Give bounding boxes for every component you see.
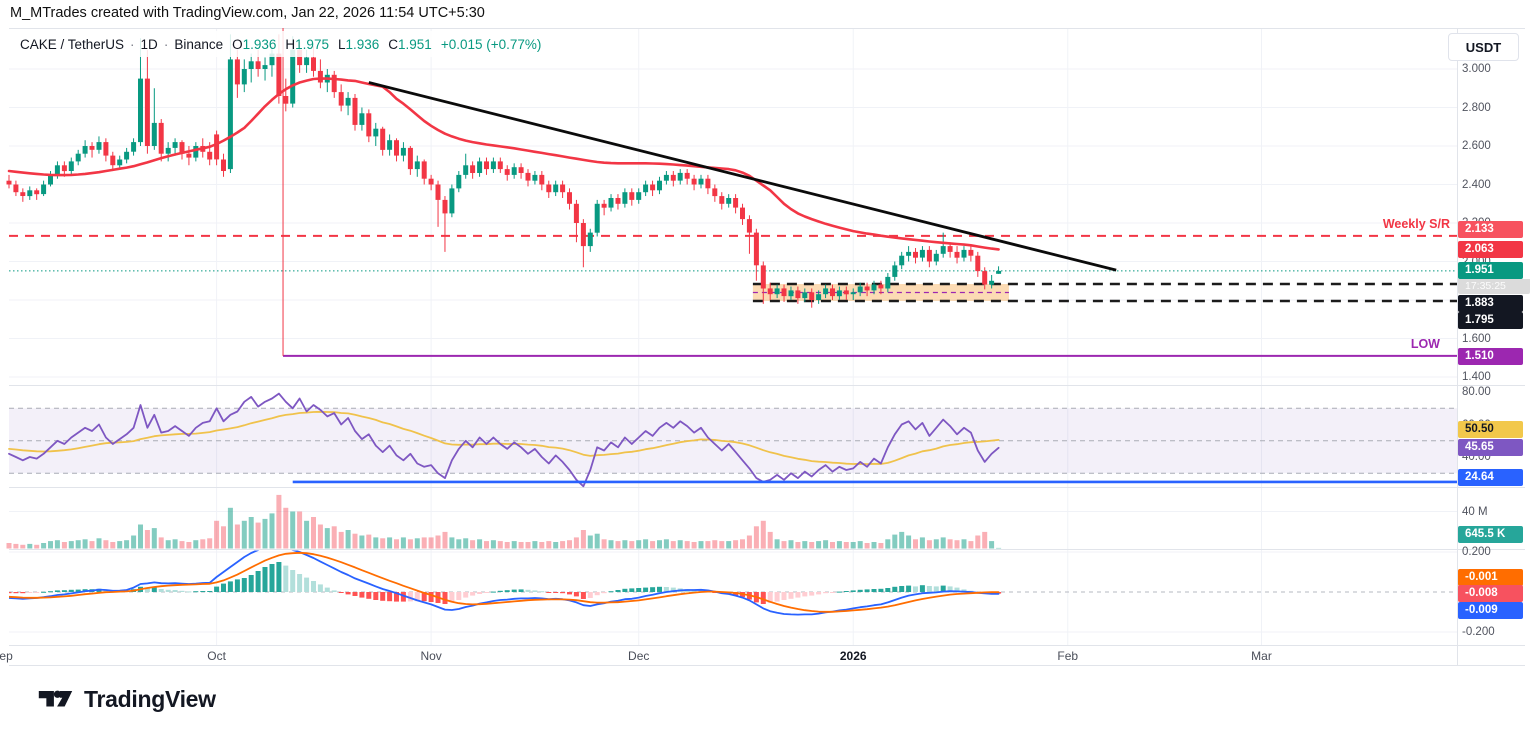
price-scale-label: 1.795	[1458, 312, 1523, 330]
symbol-legend[interactable]: CAKE / TetherUS · 1D · Binance O1.936 H1.…	[12, 31, 552, 57]
price-scale-tick: 1.600	[1462, 332, 1491, 345]
countdown-timer: 17:35:25	[1458, 279, 1530, 295]
weekly-sr-label: Weekly S/R	[1382, 217, 1450, 231]
time-scale-label: Dec	[628, 649, 650, 663]
time-scale-label: Mar	[1251, 649, 1272, 663]
price-scale-tick: 1.400	[1462, 371, 1491, 383]
legend-ohlc-h: H1.975	[285, 36, 329, 52]
price-scale-label: 1.951 17:35:25	[1458, 262, 1530, 295]
gridlines	[9, 28, 1457, 646]
time-scale[interactable]: Sep Oct Nov Dec 2026 Feb Mar	[0, 646, 1536, 666]
rsi-layer	[8, 392, 1457, 488]
price-scale-label: 1.510	[1458, 348, 1523, 366]
price-scale-tick: 0.200	[1462, 546, 1491, 558]
drawings-layer	[9, 28, 1457, 357]
price-scale-tick: 2.400	[1462, 178, 1491, 191]
price-scale-label: -0.001	[1458, 568, 1523, 586]
tradingview-logo-icon	[38, 690, 73, 707]
macd-layer	[9, 550, 1457, 616]
price-scale-tick: 3.000	[1462, 63, 1491, 75]
legend-separator: ·	[163, 36, 169, 52]
price-scale-label: -0.008	[1458, 585, 1523, 603]
price-scale-label: 645.5 K	[1458, 526, 1523, 544]
price-scale-label: 45.65	[1458, 439, 1523, 457]
price-scale-label: -0.009	[1458, 602, 1523, 620]
pane-separators	[9, 28, 1525, 666]
price-scale-label: 2.133	[1458, 221, 1523, 239]
price-scale-tick: 2.800	[1462, 101, 1491, 114]
overlays-layer	[7, 77, 1117, 272]
legend-ohlc-l: L1.936	[337, 36, 380, 52]
volume-layer	[6, 494, 1002, 549]
price-scale-label: 50.50	[1458, 421, 1523, 439]
price-scale-tick: -0.200	[1462, 626, 1495, 638]
currency-toggle-button[interactable]: USDT	[1448, 33, 1519, 61]
legend-separator: ·	[130, 36, 135, 52]
price-scale-tick: 80.00	[1462, 386, 1491, 398]
time-scale-label: Oct	[207, 649, 226, 663]
tradingview-logo[interactable]: TradingView	[38, 684, 216, 714]
legend-ohlc-o: O1.936	[232, 36, 277, 52]
time-scale-label: Nov	[420, 649, 442, 663]
price-scale-label: 24.64	[1458, 469, 1523, 487]
time-scale-label: 2026	[839, 649, 867, 663]
interval-label[interactable]: 1D	[140, 36, 158, 52]
price-scale-label: 1.883	[1458, 294, 1523, 312]
price-scale[interactable]: 3.0002.8002.6002.4002.2002.0001.6001.400…	[1458, 0, 1536, 734]
legend-ohlc-c: C1.951	[388, 36, 432, 52]
time-scale-label: Sep	[0, 649, 13, 663]
exchange-label: Binance	[174, 36, 224, 52]
ohlc-values: O1.936 H1.975 L1.936 C1.951	[223, 37, 432, 52]
tradingview-logo-text: TradingView	[84, 685, 216, 712]
price-scale-tick: 40 M	[1462, 505, 1488, 518]
price-scale-label: 2.063	[1458, 240, 1523, 258]
low-label: LOW	[1410, 337, 1440, 351]
attribution-text: M_MTrades created with TradingView.com, …	[10, 5, 485, 21]
candles-layer	[6, 34, 1002, 308]
change-value: +0.015 (+0.77%)	[440, 36, 542, 52]
time-scale-label: Feb	[1057, 649, 1079, 663]
rsi-band	[9, 407, 1457, 474]
symbol-name: CAKE / TetherUS	[20, 36, 125, 52]
price-scale-tick: 2.600	[1462, 140, 1491, 152]
